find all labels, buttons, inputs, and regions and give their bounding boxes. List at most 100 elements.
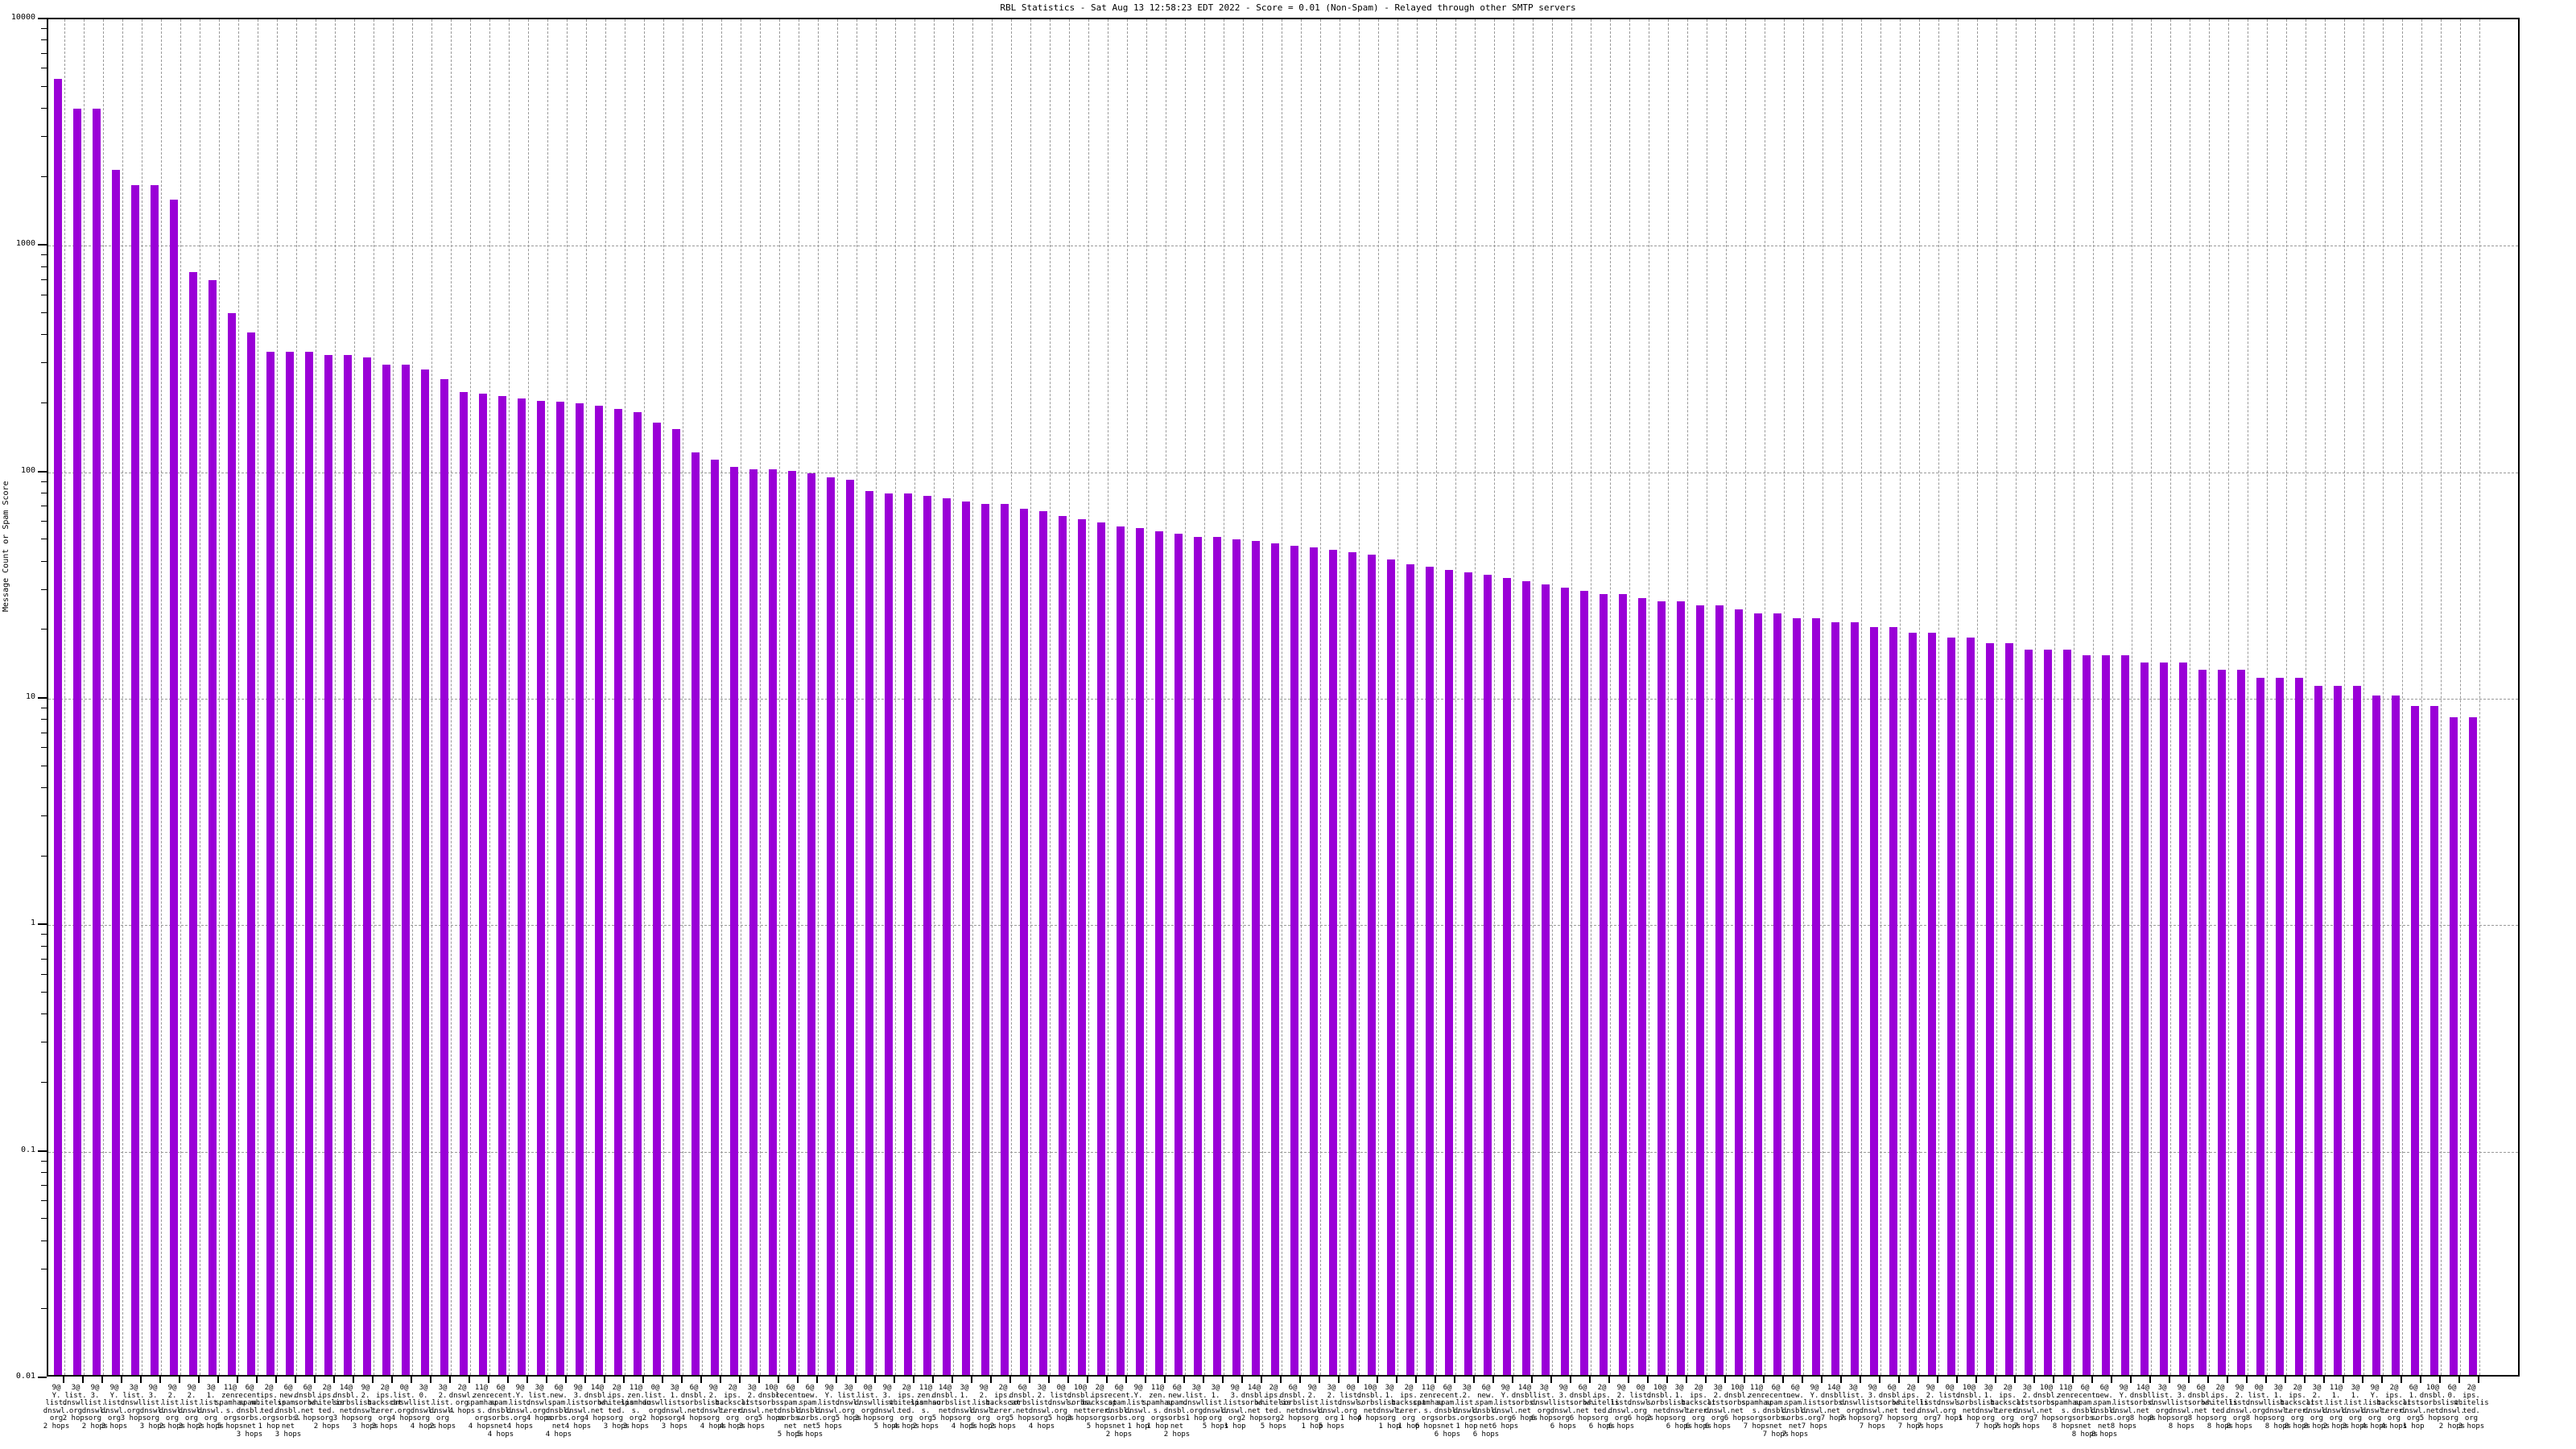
y-tick-minor (41, 1218, 47, 1220)
x-tick (912, 1377, 914, 1383)
x-tick-label: 2@ ips. backscatterer. org 6 hops (1681, 1384, 1716, 1430)
x-tick (1646, 1377, 1649, 1383)
bar (402, 364, 410, 1375)
gridline-vertical (1358, 19, 1360, 1375)
bar (1097, 522, 1105, 1375)
gridline-vertical (2150, 19, 2152, 1375)
x-tick (545, 1377, 547, 1383)
x-tick (796, 1377, 799, 1383)
x-tick (2342, 1377, 2344, 1383)
bar (344, 354, 352, 1375)
x-tick (2477, 1377, 2479, 1383)
gridline-vertical (1030, 19, 1031, 1375)
bar (479, 394, 487, 1375)
gridline-vertical (411, 19, 413, 1375)
x-tick (429, 1377, 431, 1383)
bar (440, 378, 448, 1375)
bar (1329, 549, 1337, 1375)
y-tick-minor (41, 312, 47, 314)
gridline-vertical (605, 19, 606, 1375)
x-tick (1221, 1377, 1224, 1383)
x-tick (468, 1377, 470, 1383)
bar (1986, 643, 1994, 1375)
x-tick-label: 6@ new. spam. dnsbl. sorbs. net 2 hops (1163, 1384, 1191, 1439)
x-tick-label: 2@ ips. backscatterer. org 1 hop (1391, 1384, 1426, 1430)
x-tick-label: 6@ new. spam. dnsbl. sorbs. net 6 hops (1472, 1384, 1500, 1439)
x-tick (1994, 1377, 1996, 1383)
gridline-vertical (2169, 19, 2171, 1375)
x-tick-label: 2@ ips. backscatterer. org 4 hops (715, 1384, 750, 1430)
gridline-vertical (1184, 19, 1186, 1375)
x-tick-label: 9@ 2. list. dnswl. org 3 hops (178, 1384, 205, 1430)
x-tick-label: 3@ 2. list. dnswl. org 8 hops (2303, 1384, 2330, 1430)
gridline-vertical (1474, 19, 1476, 1375)
bar (2198, 669, 2207, 1375)
x-tick-label: 2@ ips. backscatterer. org 4 hops (2376, 1384, 2412, 1430)
gridline-vertical (2208, 19, 2210, 1375)
bar (691, 452, 700, 1375)
bar (1406, 564, 1414, 1375)
x-tick (893, 1377, 895, 1383)
x-tick (1550, 1377, 1552, 1383)
gridline-vertical (1203, 19, 1205, 1375)
x-tick-label: 2@ ips. backscatterer. org 7 hops (1990, 1384, 2025, 1430)
x-tick (1666, 1377, 1668, 1383)
bar (595, 406, 603, 1375)
gridline-vertical (218, 19, 220, 1375)
x-tick (584, 1377, 586, 1383)
bar (2083, 655, 2091, 1375)
x-tick-label: 6@ dnsbl. sorbs. net 4 hops (680, 1384, 708, 1423)
x-tick-label: 0@ list. dnswl. org 8 hops (2245, 1384, 2273, 1423)
x-tick-label: 0@ list. dnswl. org 1 hop (1337, 1384, 1364, 1423)
x-tick (1530, 1377, 1533, 1383)
page-title: RBL Statistics - Sat Aug 13 12:58:23 EDT… (1000, 2, 1576, 13)
bar (1580, 590, 1588, 1375)
gridline-vertical (237, 19, 239, 1375)
x-tick (1434, 1377, 1436, 1383)
x-tick-label: 3@ 2. list. dnswl. org 7 hops (2013, 1384, 2041, 1430)
y-tick-minor (41, 521, 47, 522)
x-tick (777, 1377, 779, 1383)
bar (2025, 649, 2033, 1375)
gridline-vertical (2112, 19, 2113, 1375)
x-tick (313, 1377, 316, 1383)
x-tick (2458, 1377, 2460, 1383)
y-tick-major (38, 1150, 47, 1152)
bar (2411, 705, 2419, 1375)
bar (2237, 669, 2245, 1375)
x-tick-label: 6@ new. spam. dnsbl. sorbs. net 3 hops (275, 1384, 302, 1439)
gridline-vertical (1686, 19, 1688, 1375)
bar (1213, 537, 1221, 1375)
y-tick-minor (41, 175, 47, 177)
x-tick (700, 1377, 702, 1383)
x-tick-label: 3@ list. dnswl. org 1 hop (1183, 1384, 1210, 1423)
x-tick-label: 10@ dnsbl. sorbs. net 2 hops (1646, 1384, 1674, 1423)
x-tick-label: 10@ dnsbl. sorbs. net 4 hops (1356, 1384, 1384, 1423)
x-tick (1608, 1377, 1610, 1383)
y-tick-minor (41, 1185, 47, 1187)
bar (460, 392, 468, 1375)
bar (189, 272, 197, 1375)
x-tick-label: 6@ recent. spam. dnsbl. sorbs. net 6 hop… (1432, 1384, 1463, 1439)
x-tick (332, 1377, 335, 1383)
x-tick-label: 9@ 3. list. dnswl. org 1 hop (1221, 1384, 1249, 1430)
x-tick (1511, 1377, 1513, 1383)
bar (2218, 669, 2226, 1375)
x-tick-label: 3@ 2. list. dnswl. org 5 hops (1318, 1384, 1345, 1430)
bar (1928, 632, 1936, 1375)
bar (1773, 613, 1781, 1375)
x-tick (1878, 1377, 1880, 1383)
x-tick (1453, 1377, 1455, 1383)
bar-series-not-spam (48, 19, 2518, 1375)
bar (2179, 662, 2187, 1375)
x-tick-label: 3@ list. dnswl. org 6 hops (1530, 1384, 1558, 1423)
x-tick-label: 9@ 3. list. dnswl. org 5 hops (873, 1384, 901, 1430)
y-tick-minor (41, 958, 47, 960)
bar (363, 357, 371, 1375)
x-tick-label: 9@ Y. list. dnswl. org 8 hops (2110, 1384, 2137, 1430)
y-tick-label: 1000 (15, 239, 35, 249)
bar (1967, 638, 1975, 1375)
bar (634, 412, 642, 1375)
x-tick (1202, 1377, 1204, 1383)
y-tick-minor (41, 254, 47, 256)
